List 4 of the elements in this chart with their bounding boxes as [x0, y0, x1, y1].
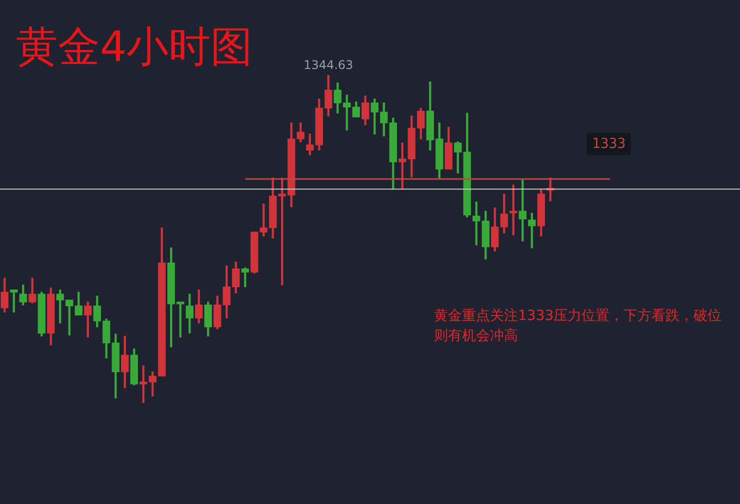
chart-title: 黄金4小时图 — [16, 22, 253, 72]
text: 1333 — [587, 132, 631, 155]
annotation: 黄金重点关注1333压力位置，下方看跌，破位则有机会冲高 — [434, 307, 723, 346]
annotation: 1344.63 — [304, 58, 354, 72]
